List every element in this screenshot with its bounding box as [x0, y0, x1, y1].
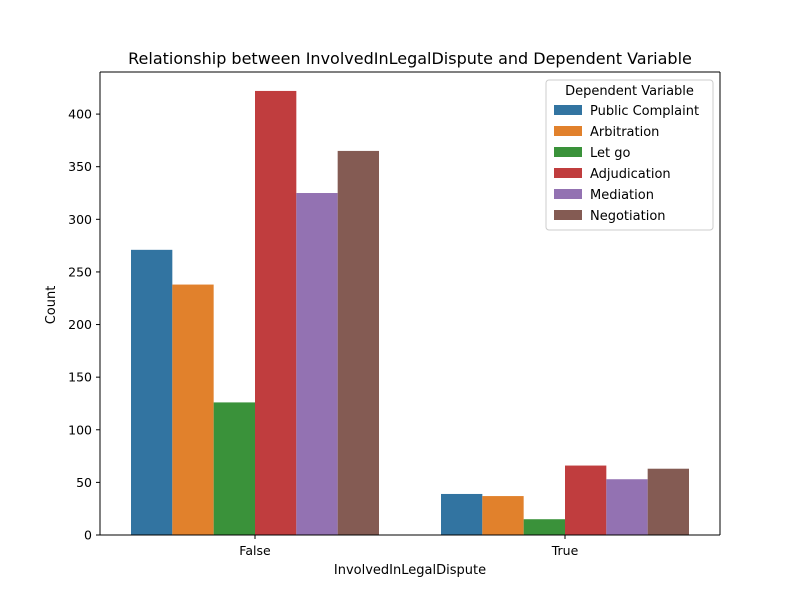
legend-label: Public Complaint [590, 104, 699, 119]
bar-adjudication-true [565, 465, 607, 535]
legend-label: Negotiation [590, 209, 666, 224]
legend-label: Adjudication [590, 167, 671, 182]
bar-negotiation-true [647, 468, 689, 535]
legend-swatch [554, 105, 582, 115]
bar-negotiation-false [337, 150, 379, 536]
legend-swatch [554, 210, 582, 220]
y-tick-label: 350 [68, 159, 92, 174]
bar-mediation-false [296, 193, 338, 535]
legend-box [545, 79, 714, 231]
y-tick-label: 0 [84, 528, 92, 543]
bar-let-go-false [213, 402, 255, 535]
y-tick-label: 100 [68, 422, 92, 437]
y-tick-label: 250 [68, 264, 92, 279]
x-axis-label: InvolvedInLegalDispute [334, 563, 486, 578]
bar-arbitration-true [482, 496, 524, 535]
chart-title: Relationship between InvolvedInLegalDisp… [128, 49, 692, 68]
y-tick-label: 200 [68, 317, 92, 332]
bar-mediation-true [606, 479, 648, 535]
legend-label: Let go [590, 146, 630, 161]
bars-group [131, 90, 689, 536]
axes-group: 0 50 100 150 200 250 300 350 400 False True [68, 71, 721, 558]
legend-swatch [554, 126, 582, 136]
bar-public-complaint-false [131, 249, 173, 535]
y-tick-label: 400 [68, 107, 92, 122]
legend-label: Mediation [590, 188, 654, 203]
bar-let-go-true [523, 519, 565, 535]
x-tick-label: True [551, 543, 579, 558]
y-tick-label: 150 [68, 370, 92, 385]
y-tick-label: 300 [68, 212, 92, 227]
legend-label: Arbitration [590, 125, 659, 140]
y-tick-label: 50 [76, 475, 92, 490]
bar-adjudication-false [255, 90, 297, 535]
legend-title: Dependent Variable [565, 84, 694, 99]
legend-swatch [554, 189, 582, 199]
bar-public-complaint-true [441, 493, 483, 535]
legend-swatch [554, 168, 582, 178]
x-tick-label: False [239, 543, 271, 558]
y-axis-label: Count [44, 286, 59, 325]
legend: Dependent Variable Public Complaint Arbitr… [545, 79, 714, 231]
legend-swatch [554, 147, 582, 157]
bar-arbitration-false [172, 284, 214, 535]
